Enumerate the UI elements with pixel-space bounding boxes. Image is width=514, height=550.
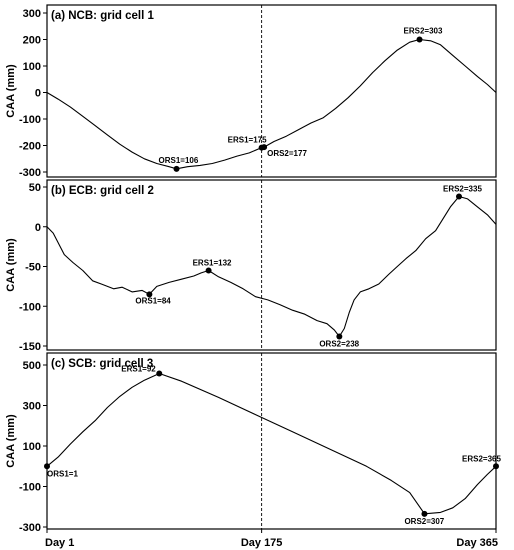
annotation-point: [156, 370, 163, 377]
annotation-label: ERS2=365: [462, 454, 501, 463]
annotation-point: [173, 165, 180, 172]
y-tick-label: -100: [19, 482, 41, 494]
annotation-point: [416, 36, 423, 43]
y-tick-label: -300: [19, 167, 41, 179]
annotation-point: [421, 510, 428, 517]
x-axis: Day 1 Day 175 Day 365: [45, 529, 498, 549]
y-tick-label: 300: [23, 8, 41, 20]
x-tick-label: Day 365: [456, 537, 498, 549]
annotation-label: ERS1=175: [228, 136, 267, 145]
annotation-point: [261, 144, 268, 151]
annotation-label: ERS1=132: [193, 258, 232, 267]
y-axis-label: CAA (mm): [5, 414, 17, 468]
y-tick-label: 100: [23, 61, 41, 73]
y-tick-label: 200: [23, 35, 41, 47]
annotation-label: ORS2=177: [267, 149, 307, 158]
annotation-label: ORS1=106: [159, 156, 199, 165]
y-tick-label: -300: [19, 522, 41, 534]
annotation-label: ORS1=1: [47, 469, 78, 478]
panel-title: (b) ECB: grid cell 2: [51, 185, 154, 197]
annotation-point: [455, 193, 462, 200]
y-tick-label: 50: [29, 182, 41, 194]
panel-1: 300 200 100 0 -100 -200 -300 CAA (mm) (a) NCB: g…: [5, 4, 497, 179]
y-tick-label: -150: [19, 341, 41, 353]
panel-2: 50 0 -50 -100 -150 CAA (mm) (b) ECB: grid cell…: [5, 179, 497, 353]
annotation-point: [336, 333, 343, 340]
annotation-label: ORS1=84: [135, 296, 171, 305]
y-tick-label: -100: [19, 301, 41, 313]
y-axis-label: CAA (mm): [5, 64, 17, 118]
annotation-point: [146, 291, 153, 298]
annotation-point: [493, 463, 499, 470]
x-tick-label: Day 1: [45, 537, 74, 549]
caa-series-line: [46, 195, 497, 338]
y-tick-label: 0: [35, 88, 41, 100]
caa-series-line: [46, 38, 497, 170]
panel-title: (a) NCB: grid cell 1: [51, 10, 154, 22]
annotation-label: ERS1=92: [121, 365, 156, 374]
annotation-label: ORS2=307: [404, 517, 444, 526]
caa-series-line: [46, 372, 497, 515]
annotation-point: [205, 267, 212, 274]
panel-title: (c) SCB: grid cell 3: [51, 358, 153, 370]
annotation-label: ORS2=238: [319, 339, 359, 348]
y-axis-label: CAA (mm): [5, 238, 17, 292]
panel-frame: [46, 4, 497, 178]
y-tick-label: 500: [23, 360, 41, 372]
annotation-point: [44, 463, 50, 470]
x-tick-label: Day 175: [241, 537, 283, 549]
panel-3: 500 300 100 -100 -300 CAA (mm) (c) SCB: grid c…: [5, 352, 501, 534]
panel-frame: [46, 352, 497, 530]
annotation-label: ERS2=303: [404, 27, 443, 36]
annotation-label: ERS2=335: [443, 185, 482, 194]
y-tick-label: 100: [23, 441, 41, 453]
y-tick-label: 300: [23, 401, 41, 413]
y-tick-label: 0: [35, 222, 41, 234]
y-tick-label: -200: [19, 141, 41, 153]
y-tick-label: -100: [19, 114, 41, 126]
y-tick-label: -50: [25, 262, 41, 274]
panel-frame: [46, 179, 497, 351]
